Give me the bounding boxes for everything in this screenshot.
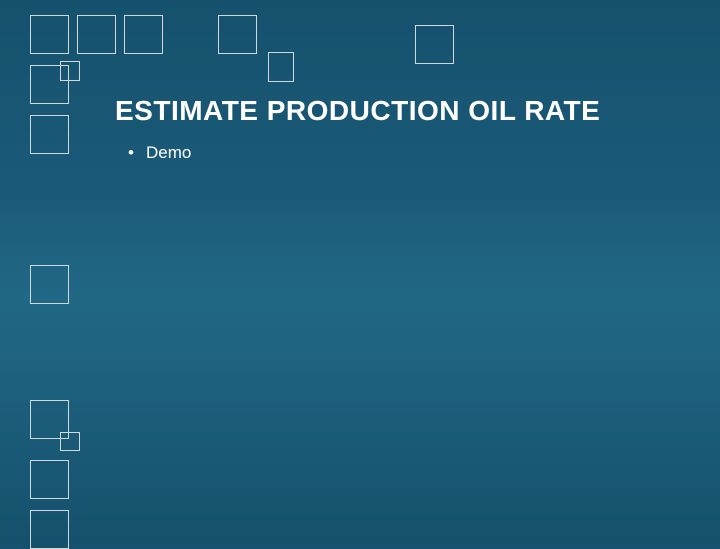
bullet-item: Demo: [128, 143, 191, 163]
decorative-square: [77, 15, 116, 54]
decorative-square: [124, 15, 163, 54]
decorative-square: [30, 65, 69, 104]
decorative-square: [60, 432, 80, 451]
decorative-square: [30, 15, 69, 54]
decorative-square: [415, 25, 454, 64]
decorative-square: [218, 15, 257, 54]
page-title: ESTIMATE PRODUCTION OIL RATE: [115, 95, 600, 127]
bullet-list: Demo: [128, 143, 191, 163]
decorative-square: [30, 265, 69, 304]
decorative-square: [30, 510, 69, 549]
decorative-square: [30, 460, 69, 499]
decorative-square: [30, 115, 69, 154]
decorative-square: [268, 52, 294, 82]
